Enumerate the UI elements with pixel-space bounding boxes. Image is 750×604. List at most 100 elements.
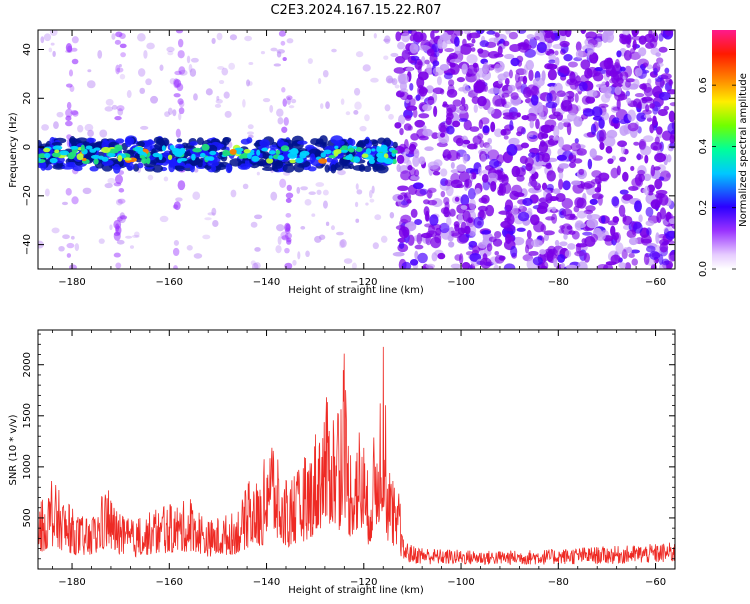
x-tick-label: −100 <box>447 577 474 588</box>
spectrogram-noise-blob <box>490 121 496 133</box>
spectrogram-noise-blob <box>427 161 440 170</box>
spectrogram-noise-blob <box>422 125 427 131</box>
spectrogram-speckle <box>104 182 113 189</box>
spectrogram-stripe-speckle <box>176 30 183 34</box>
spectrogram-noise-blob <box>554 239 560 247</box>
spectrogram-band-peak <box>333 150 339 157</box>
spectrogram-speckle <box>336 231 344 236</box>
spectrogram-noise-blob <box>394 122 402 129</box>
spectrogram-noise-blob <box>666 154 672 163</box>
spectrogram-speckle <box>216 95 220 101</box>
spectrogram-noise-blob <box>485 144 493 152</box>
spectrogram-noise-blob <box>465 179 470 188</box>
spectrogram-noise-blob <box>471 96 480 105</box>
spectrogram-band-peak <box>199 152 206 158</box>
spectrogram-noise-blob <box>522 75 528 85</box>
spectrogram-noise-blob <box>645 245 656 253</box>
spectrogram-noise-blob <box>621 249 628 260</box>
spectrogram-noise-blob <box>555 192 566 203</box>
spectrogram-noise-blob <box>504 104 510 109</box>
spectrogram-noise-blob <box>547 69 557 81</box>
spectrogram-band-peak <box>275 149 281 155</box>
spectrogram-noise-blob <box>439 88 445 95</box>
spectrogram-speckle <box>291 98 297 104</box>
spectrogram-noise-blob <box>418 135 429 141</box>
snr-frame <box>37 329 676 570</box>
spectrogram-noise-blob <box>506 143 518 156</box>
spectrogram-noise-blob <box>543 233 550 241</box>
colorbar-gradient <box>712 30 736 269</box>
spectrogram-speckle <box>117 108 124 116</box>
spectrogram-noise-blob <box>450 173 460 185</box>
spectrogram-band-peak <box>76 153 84 161</box>
spectrogram-speckle <box>173 240 180 246</box>
spectrogram-speckle <box>317 78 322 85</box>
spectrogram-speckle <box>211 207 217 216</box>
spectrogram-noise-blob <box>657 164 666 173</box>
spectrogram-noise-blob <box>493 264 500 269</box>
spectrogram-noise-blob <box>603 135 616 148</box>
spectrogram-speckle <box>286 96 291 105</box>
spectrogram-noise-blob <box>504 224 516 232</box>
spectrogram-noise-blob <box>478 197 488 204</box>
spectrogram-noise-blob <box>426 48 435 57</box>
spectrogram-stripe-speckle <box>177 50 185 59</box>
spectrogram-noise-blob <box>554 56 560 66</box>
spectrogram-band-peak <box>70 145 79 150</box>
spectrogram-noise-blob <box>668 251 675 262</box>
spectrogram-noise-blob <box>622 30 630 36</box>
spectrogram-speckle <box>216 32 223 41</box>
spectrogram-stripe-speckle <box>116 105 125 112</box>
spectrogram-speckle <box>252 262 259 269</box>
spectrogram-noise-blob <box>599 142 605 150</box>
spectrogram-speckle <box>337 169 346 176</box>
spectrogram-speckle <box>215 99 223 104</box>
spectrogram-noise-blob <box>580 30 587 34</box>
spectrogram-speckle <box>365 202 369 206</box>
spectrogram-speckle <box>292 259 297 266</box>
spectrogram-speckle <box>256 171 260 176</box>
spectrogram-band-blob <box>392 141 398 149</box>
spectrogram-speckle <box>44 188 50 197</box>
spectrogram-band-peak <box>261 147 269 152</box>
spectrogram-noise-blob <box>634 200 642 213</box>
spectrogram-band-peak <box>250 149 255 154</box>
spectrogram-noise-blob <box>595 83 607 88</box>
spectrogram-noise-blob <box>653 67 658 76</box>
spectrogram-noise-blob <box>558 163 570 169</box>
spectrogram-noise-blob <box>548 53 556 62</box>
spectrogram-noise-blob <box>401 32 411 43</box>
spectrogram-band-peak <box>98 155 104 160</box>
spectrogram-noise-blob <box>471 47 476 52</box>
spectrogram-noise-blob <box>546 183 554 191</box>
spectrogram-noise-blob <box>440 207 449 215</box>
spectrogram-noise-blob <box>528 152 536 158</box>
spectrogram-noise-blob <box>578 168 585 176</box>
spectrogram-speckle <box>322 69 329 78</box>
spectrogram-speckle <box>248 61 254 66</box>
spectrogram-speckle <box>109 224 113 231</box>
spectrogram-stripe-speckle <box>72 110 79 117</box>
spectrogram-band-peak <box>347 153 353 161</box>
spectrogram-speckle <box>330 225 335 231</box>
spectrogram-noise-blob <box>564 213 576 220</box>
spectrogram-band-blob <box>51 141 63 147</box>
spectrogram-noise-blob <box>655 232 660 244</box>
spectrogram-noise-blob <box>591 106 603 118</box>
spectrogram-noise-blob <box>477 241 487 249</box>
spectrogram-noise-blob <box>477 205 488 212</box>
spectrogram-speckle <box>354 101 362 110</box>
spectrogram-noise-blob <box>509 43 521 53</box>
spectrogram-stripe-speckle <box>280 231 289 240</box>
spectrogram-band-peak <box>295 157 304 164</box>
spectrogram-noise-blob <box>426 189 433 199</box>
spectrogram-noise-blob <box>536 205 548 214</box>
spectrogram-speckle <box>322 189 329 196</box>
spectrogram-noise-blob <box>458 171 471 183</box>
spectrogram-noise-blob <box>418 45 431 51</box>
spectrogram-speckle <box>345 111 351 116</box>
spectrogram-noise-blob <box>655 126 663 135</box>
spectrogram-speckle <box>296 186 301 194</box>
spectrogram-noise-blob <box>500 128 507 136</box>
